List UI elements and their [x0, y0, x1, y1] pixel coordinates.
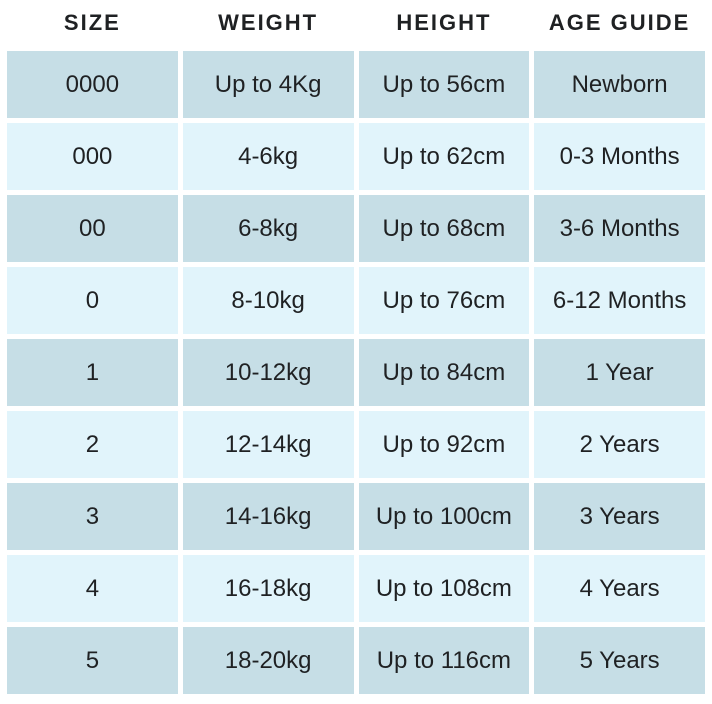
cell-weight: Up to 4Kg: [182, 51, 354, 118]
cell-age-guide: Newborn: [534, 51, 705, 118]
cell-height: Up to 62cm: [358, 123, 530, 190]
cell-age-guide: 4 Years: [534, 555, 705, 622]
cell-age-guide: 0-3 Months: [534, 123, 705, 190]
cell-size: 2: [7, 411, 178, 478]
cell-weight: 10-12kg: [182, 339, 354, 406]
cell-size: 0000: [7, 51, 178, 118]
column-header-weight: WEIGHT: [218, 10, 319, 35]
column-header-size: SIZE: [63, 10, 121, 35]
cell-weight: 16-18kg: [182, 555, 354, 622]
cell-weight: 14-16kg: [182, 483, 354, 550]
table-row: 2 12-14kg Up to 92cm 2 Years: [7, 411, 705, 478]
cell-size: 0: [7, 267, 178, 334]
cell-height: Up to 108cm: [358, 555, 530, 622]
cell-size: 000: [7, 123, 178, 190]
table-row: 1 10-12kg Up to 84cm 1 Year: [7, 339, 705, 406]
table-row: 0 8-10kg Up to 76cm 6-12 Months: [7, 267, 705, 334]
table-row: 4 16-18kg Up to 108cm 4 Years: [7, 555, 705, 622]
cell-weight: 8-10kg: [182, 267, 354, 334]
cell-age-guide: 3-6 Months: [534, 195, 705, 262]
column-header-age-guide: AGE GUIDE: [548, 10, 691, 35]
cell-age-guide: 2 Years: [534, 411, 705, 478]
cell-size: 1: [7, 339, 178, 406]
cell-size: 4: [7, 555, 178, 622]
cell-age-guide: 5 Years: [534, 627, 705, 694]
cell-weight: 18-20kg: [182, 627, 354, 694]
cell-size: 5: [7, 627, 178, 694]
table-row: 5 18-20kg Up to 116cm 5 Years: [7, 627, 705, 694]
cell-height: Up to 100cm: [358, 483, 530, 550]
cell-height: Up to 84cm: [358, 339, 530, 406]
column-header-height: HEIGHT: [396, 10, 492, 35]
table-row: 3 14-16kg Up to 100cm 3 Years: [7, 483, 705, 550]
cell-weight: 4-6kg: [182, 123, 354, 190]
table-row: 000 4-6kg Up to 62cm 0-3 Months: [7, 123, 705, 190]
cell-size: 00: [7, 195, 178, 262]
cell-weight: 12-14kg: [182, 411, 354, 478]
table-row: 00 6-8kg Up to 68cm 3-6 Months: [7, 195, 705, 262]
cell-age-guide: 6-12 Months: [534, 267, 705, 334]
cell-age-guide: 1 Year: [534, 339, 705, 406]
cell-height: Up to 76cm: [358, 267, 530, 334]
cell-height: Up to 68cm: [358, 195, 530, 262]
table-header-row: SIZE WEIGHT HEIGHT AGE GUIDE: [7, 0, 705, 46]
cell-weight: 6-8kg: [182, 195, 354, 262]
table-row: 0000 Up to 4Kg Up to 56cm Newborn: [7, 51, 705, 118]
cell-height: Up to 116cm: [358, 627, 530, 694]
cell-age-guide: 3 Years: [534, 483, 705, 550]
cell-height: Up to 92cm: [358, 411, 530, 478]
cell-height: Up to 56cm: [358, 51, 530, 118]
cell-size: 3: [7, 483, 178, 550]
